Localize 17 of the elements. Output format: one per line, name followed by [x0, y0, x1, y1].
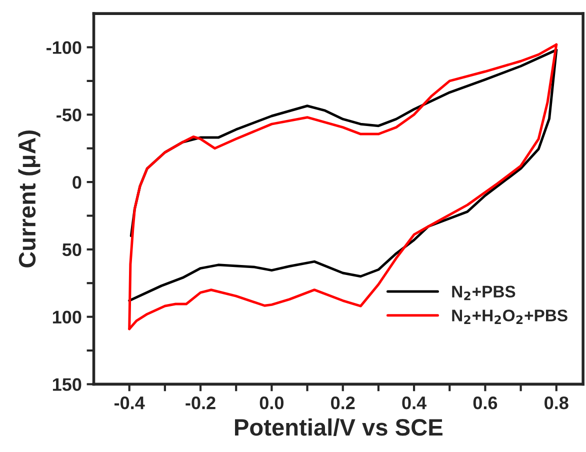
x-axis-title: Potential/V vs SCE [235, 418, 442, 436]
x-tick-label: 0.8 [544, 396, 568, 410]
y-tick-label: 50 [62, 243, 82, 256]
y-tick-label: 100 [52, 310, 82, 324]
x-tick-label: 0.2 [331, 396, 355, 410]
legend-label: N$_{2}$+PBS [452, 286, 516, 300]
x-tick-label: -0.2 [186, 396, 216, 410]
y-tick-label: 150 [52, 378, 82, 391]
x-tick-label: 0.0 [260, 396, 284, 410]
legend-label: N$_{2}$+H$_{2}$O$_{2}$+PBS [452, 310, 568, 324]
x-tick-label: 0.4 [402, 396, 426, 410]
y-tick-label: -50 [56, 108, 82, 122]
y-tick-label: 0 [72, 176, 82, 189]
y-tick-label: -100 [46, 41, 82, 54]
x-tick-label: 0.6 [473, 396, 498, 410]
x-tick-label: -0.4 [114, 396, 145, 410]
y-axis-title: Current (μA) [18, 130, 40, 268]
